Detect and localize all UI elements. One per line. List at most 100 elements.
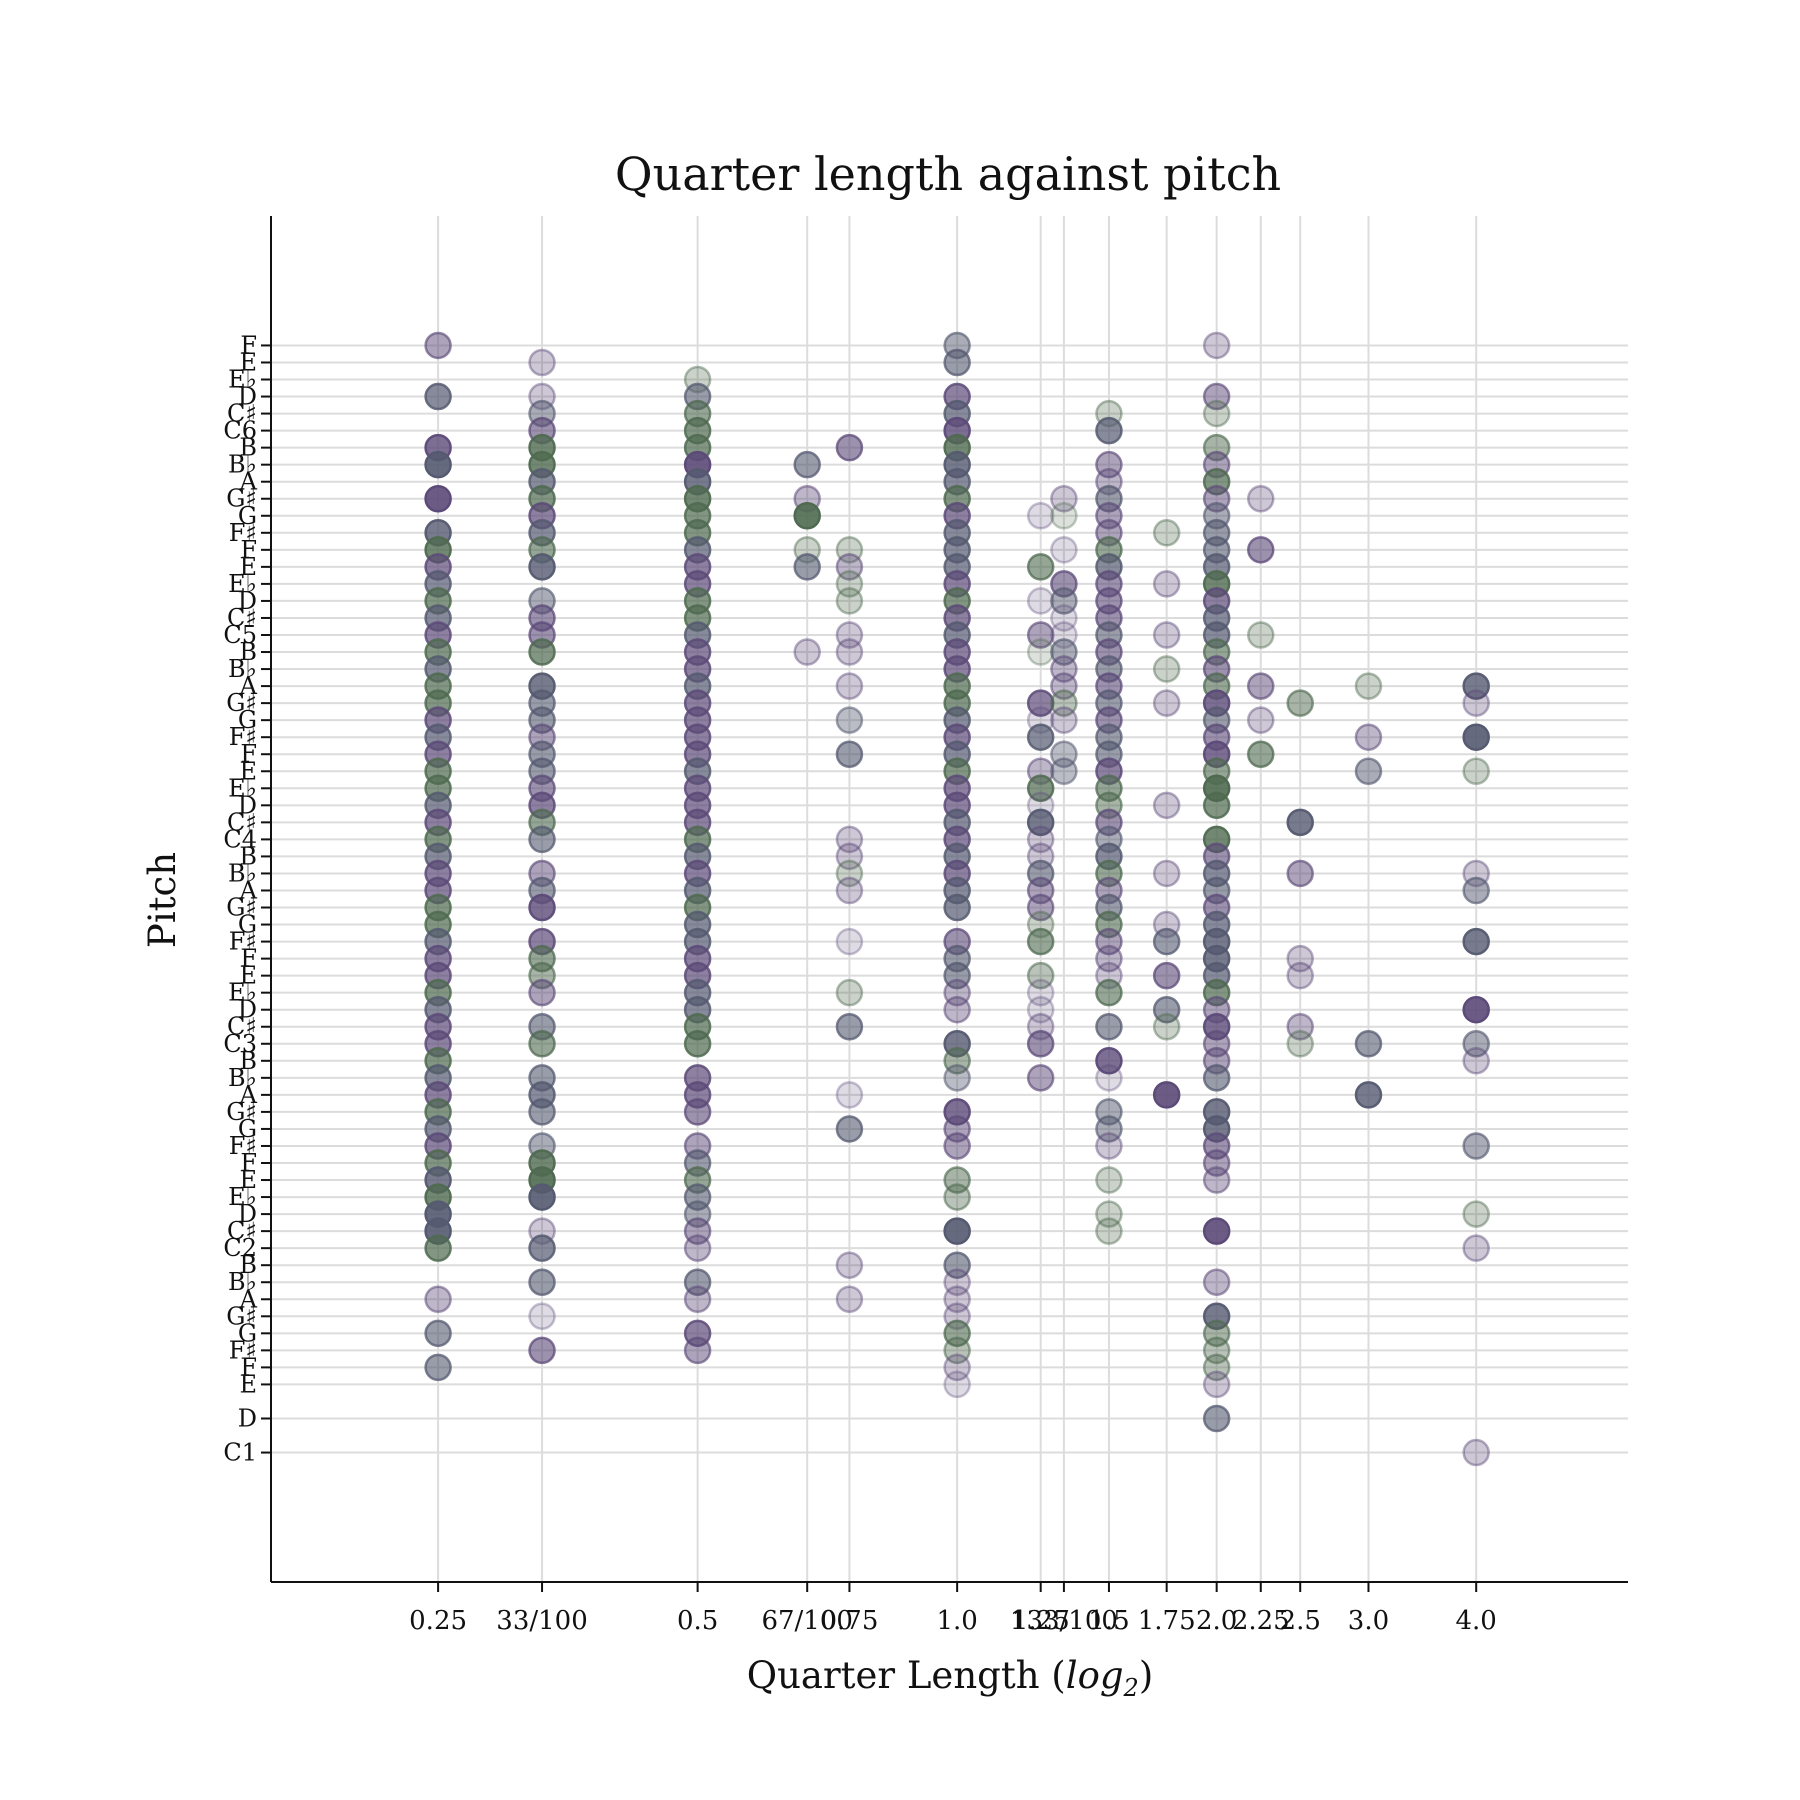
- data-point: [1204, 1219, 1229, 1244]
- x-tick-label: 0.25: [409, 1606, 467, 1636]
- data-point: [1464, 878, 1489, 903]
- x-axis-label-base: 2: [1123, 1674, 1139, 1702]
- data-point: [685, 1031, 710, 1056]
- data-point: [1096, 980, 1121, 1005]
- data-point: [530, 980, 555, 1005]
- data-point: [1028, 725, 1053, 750]
- data-point: [1464, 997, 1489, 1022]
- y-tick-label: F: [240, 331, 257, 359]
- data-point: [945, 1133, 970, 1158]
- data-point: [1204, 1270, 1229, 1295]
- x-tick-label: 2.5: [1280, 1606, 1321, 1636]
- data-point: [530, 554, 555, 579]
- data-point: [426, 1355, 451, 1380]
- data-point: [945, 895, 970, 920]
- data-point: [1204, 1065, 1229, 1090]
- data-point: [1248, 742, 1273, 767]
- data-point: [530, 1099, 555, 1124]
- x-tick-label: 1.0: [936, 1606, 977, 1636]
- chart-title: Quarter length against pitch: [615, 147, 1281, 201]
- data-point: [530, 1236, 555, 1261]
- data-point: [1204, 1168, 1229, 1193]
- data-point: [1154, 929, 1179, 954]
- data-point: [1464, 1202, 1489, 1227]
- data-point: [1096, 1219, 1121, 1244]
- data-point: [1096, 418, 1121, 443]
- data-point: [426, 486, 451, 511]
- x-axis-label-close-paren: ): [1139, 1654, 1153, 1697]
- data-point: [1288, 963, 1313, 988]
- data-point: [1051, 759, 1076, 784]
- data-point: [837, 878, 862, 903]
- data-point: [1356, 1031, 1381, 1056]
- data-point: [530, 1338, 555, 1363]
- data-point: [426, 1287, 451, 1312]
- data-point: [1154, 1014, 1179, 1039]
- data-point: [837, 1014, 862, 1039]
- data-point: [945, 1372, 970, 1397]
- data-point: [837, 1082, 862, 1107]
- data-point: [1248, 674, 1273, 699]
- data-point: [426, 1236, 451, 1261]
- data-point: [1051, 537, 1076, 562]
- data-point: [1204, 1372, 1229, 1397]
- data-point: [795, 503, 820, 528]
- data-point: [1356, 759, 1381, 784]
- x-tick-label: 3.0: [1348, 1606, 1389, 1636]
- data-point: [795, 452, 820, 477]
- data-point: [426, 1321, 451, 1346]
- data-point: [837, 588, 862, 613]
- data-point: [1204, 333, 1229, 358]
- data-point: [1248, 622, 1273, 647]
- x-tick-label: 0.75: [820, 1606, 878, 1636]
- data-point: [1288, 1031, 1313, 1056]
- x-tick-label: 1.75: [1138, 1606, 1196, 1636]
- data-point: [1248, 708, 1273, 733]
- data-point: [1464, 759, 1489, 784]
- data-point: [1248, 537, 1273, 562]
- data-point: [837, 980, 862, 1005]
- data-point: [945, 1065, 970, 1090]
- data-point: [837, 1116, 862, 1141]
- x-tick-layer: 0.25 33/100 0.5 67/1000.75 1.0 1.25133/1001.5…: [409, 1582, 1497, 1636]
- data-point: [1028, 503, 1053, 528]
- data-point: [1464, 691, 1489, 716]
- data-point: [1051, 708, 1076, 733]
- data-point: [1464, 1236, 1489, 1261]
- data-point: [685, 1338, 710, 1363]
- data-point: [1356, 674, 1381, 699]
- data-point: [1154, 622, 1179, 647]
- data-point: [795, 640, 820, 665]
- data-point: [1204, 1406, 1229, 1431]
- data-point: [837, 435, 862, 460]
- data-point: [426, 333, 451, 358]
- y-tick-label: C1: [223, 1439, 257, 1467]
- data-point: [1154, 571, 1179, 596]
- data-point: [530, 350, 555, 375]
- data-point: [1154, 657, 1179, 682]
- data-point: [837, 1287, 862, 1312]
- data-point: [1288, 691, 1313, 716]
- x-axis-label-open-paren: (: [1040, 1654, 1066, 1697]
- data-point: [837, 929, 862, 954]
- data-point: [1204, 793, 1229, 818]
- x-tick-label: 4.0: [1456, 1606, 1497, 1636]
- data-point: [1464, 929, 1489, 954]
- points-layer: [426, 333, 1489, 1465]
- data-point: [1028, 640, 1053, 665]
- data-point: [685, 1236, 710, 1261]
- x-tick-label: 1.5: [1088, 1606, 1129, 1636]
- data-point: [426, 384, 451, 409]
- data-point: [426, 452, 451, 477]
- data-point: [1154, 691, 1179, 716]
- data-point: [1028, 554, 1053, 579]
- data-point: [837, 1253, 862, 1278]
- data-point: [837, 708, 862, 733]
- y-axis-label: Pitch: [141, 852, 184, 948]
- data-point: [1154, 963, 1179, 988]
- data-point: [530, 827, 555, 852]
- data-point: [1288, 810, 1313, 835]
- data-point: [837, 674, 862, 699]
- data-point: [1248, 486, 1273, 511]
